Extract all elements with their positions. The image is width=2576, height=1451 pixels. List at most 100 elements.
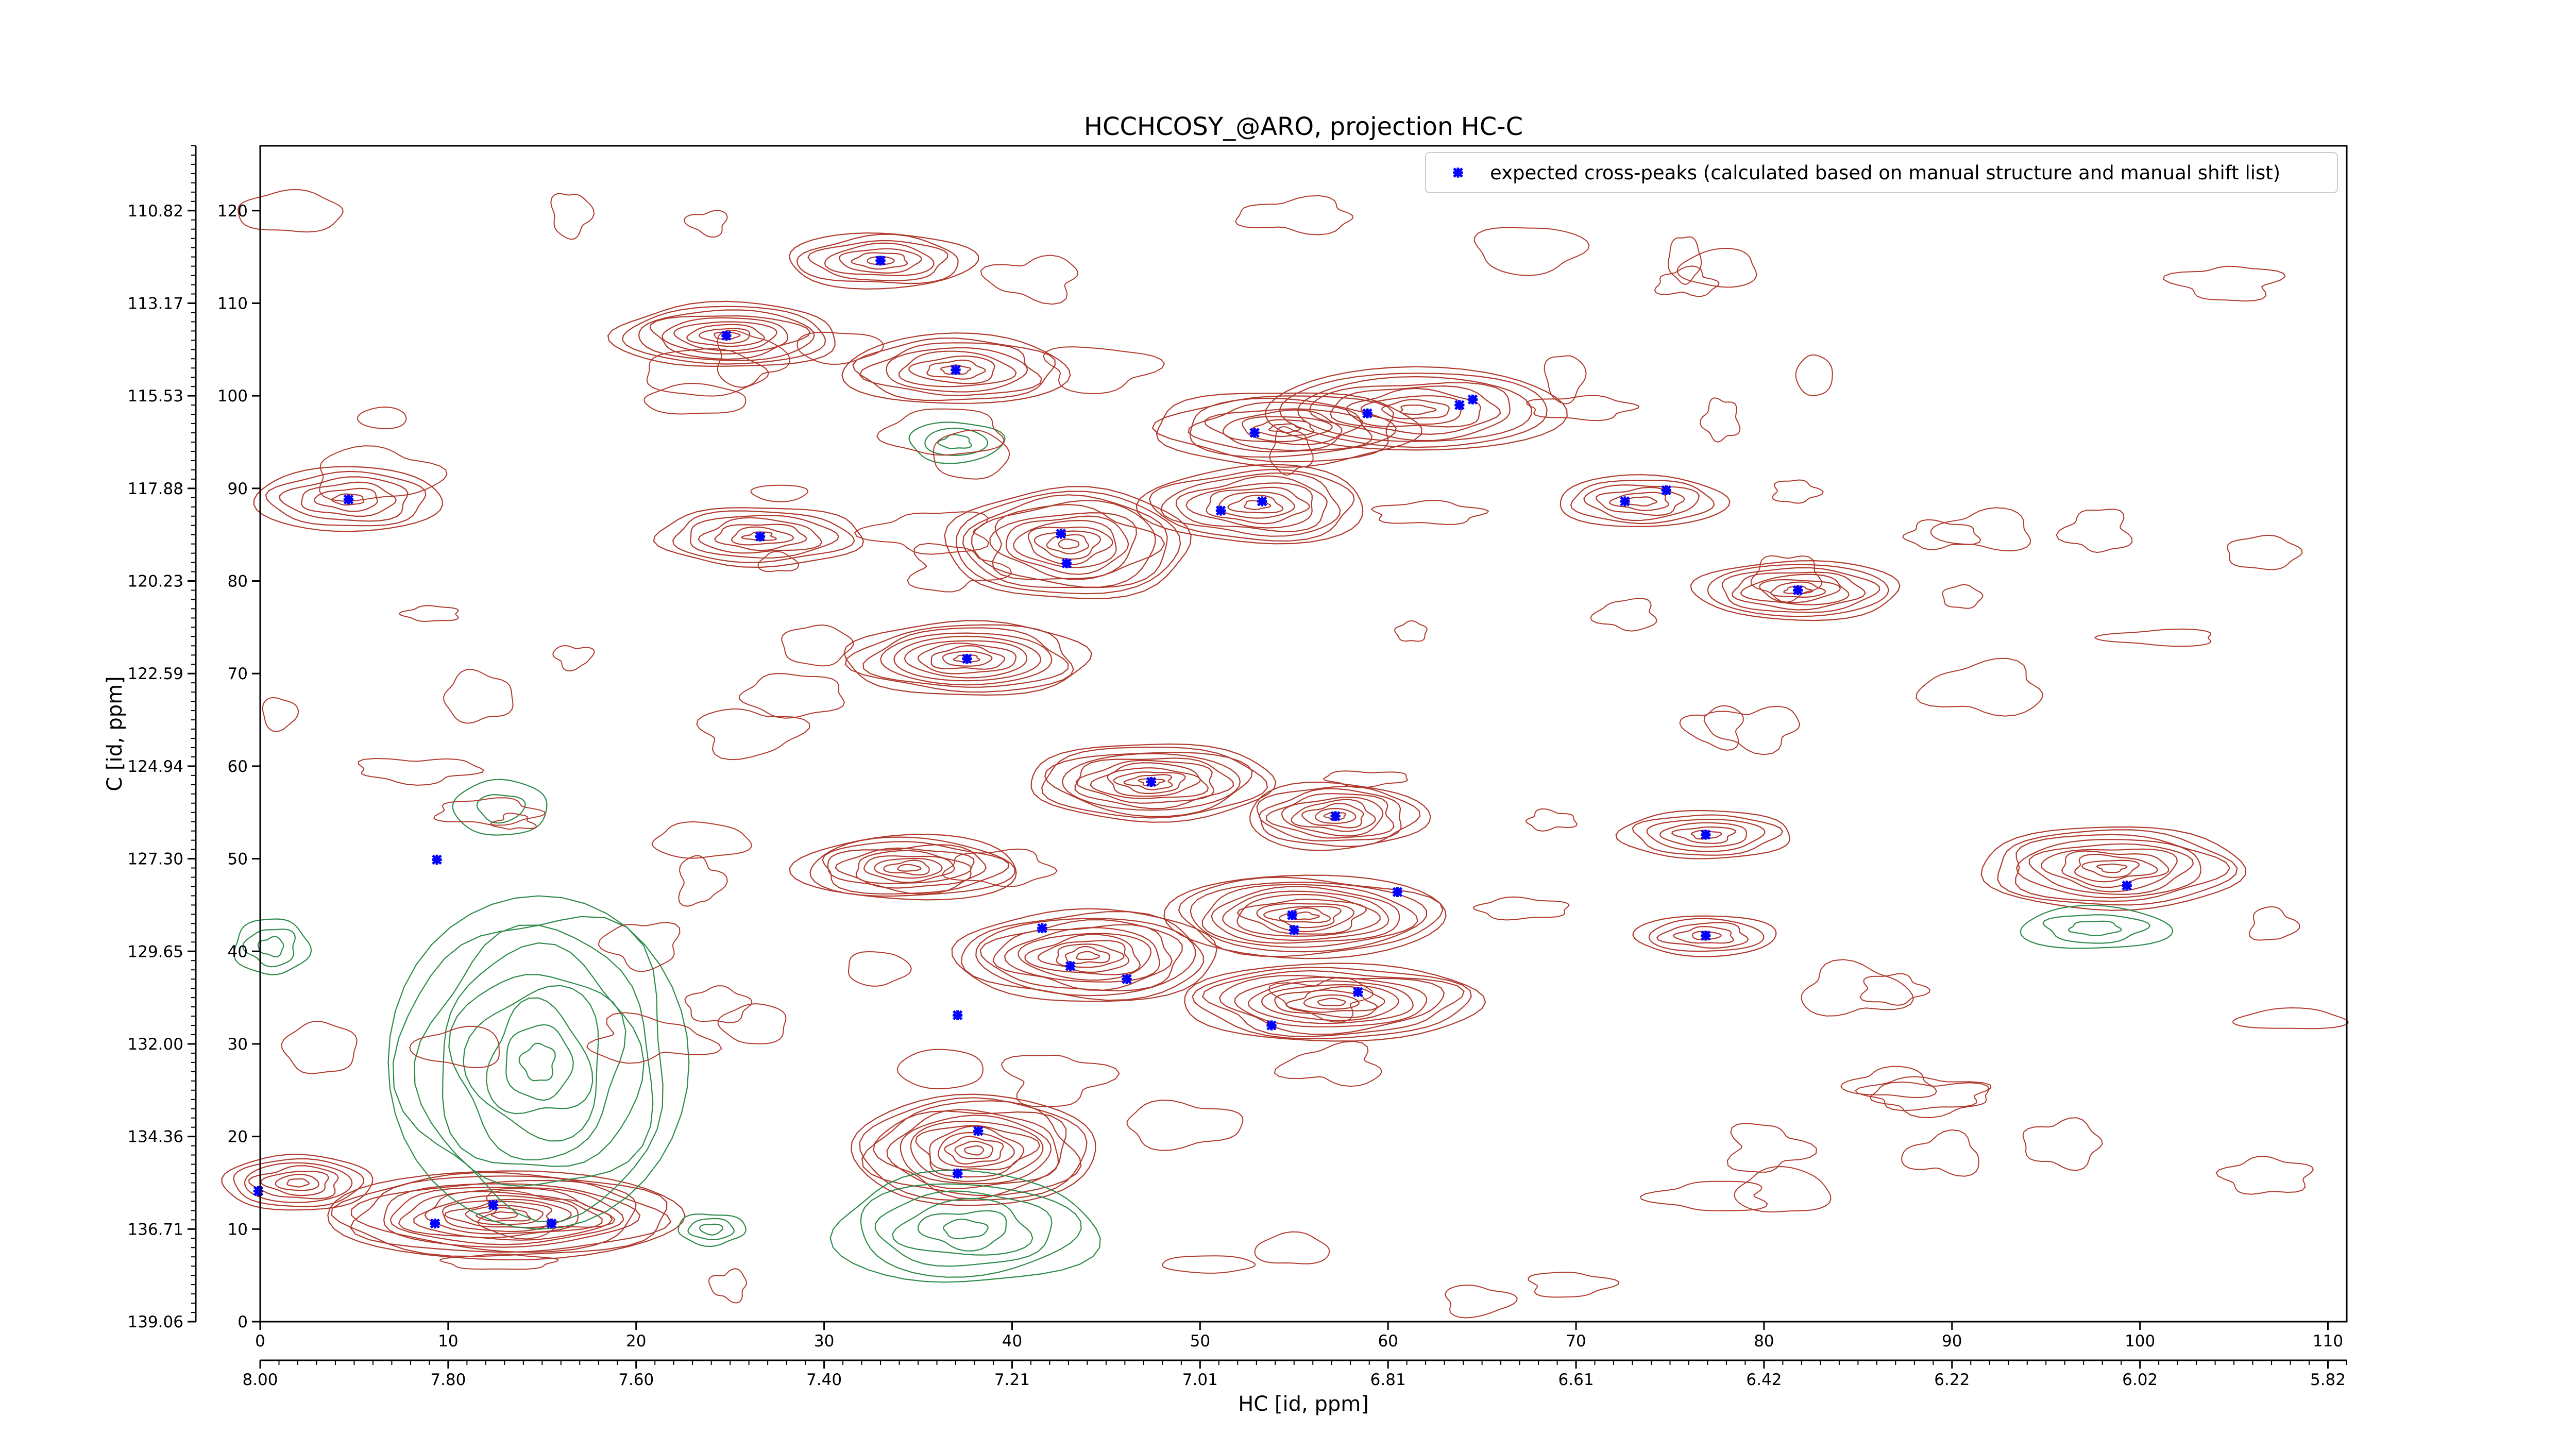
noise-contour [1869,1081,1990,1119]
noise-contour [358,757,484,786]
positive-peak-21-level [2074,853,2159,883]
x-tick-label: 0 [255,1332,265,1351]
positive-peak-6-level [989,512,1137,580]
noise-contour-line [439,1253,559,1270]
noise-contour [848,951,912,987]
noise-contour [1840,1066,1937,1098]
x-tick-label: 40 [1002,1332,1022,1351]
ppm-y-tick-label: 117.88 [128,480,183,498]
noise-contour-line [1699,397,1741,443]
cross-peak-marker-dot [757,533,764,540]
noise-contour-line [848,951,912,987]
plot-frame [259,145,2348,1323]
noise-contour [552,645,595,672]
positive-peak-17-level [1024,934,1141,975]
noise-contour-line [550,193,595,240]
noise-contour-line [1162,1255,1256,1274]
cross-peak-marker-dot [1039,925,1045,932]
positive-peak-14-level [1265,793,1395,839]
ppm-y-tick-label: 122.59 [128,665,183,683]
x-axis-label: HC [id, ppm] [1238,1392,1369,1416]
positive-peak-20-level [1632,915,1777,957]
noise-contour-line [1930,507,2031,552]
noise-contour [1854,1076,1992,1111]
positive-peak-9-level [1188,401,1373,453]
noise-contour-line [1869,1081,1990,1119]
positive-peak-13-level [1770,581,1826,598]
noise-contour-line [398,605,459,622]
cross-peak-marker [952,1010,963,1021]
cross-peak-marker [1037,923,1047,934]
positive-peak-24-level [221,1154,374,1211]
positive-peak-17-level [1018,933,1152,981]
noise-contour [2163,265,2286,302]
ppm-x-tick-label: 6.61 [1558,1371,1594,1389]
noise-contour-line [1234,195,1353,235]
y-tick-label: 10 [228,1220,248,1239]
ppm-x-tick-label: 6.22 [1934,1371,1970,1389]
positive-peak-13-level [1740,573,1850,605]
positive-peak-8-level [1075,760,1215,804]
positive-peak-19-level [789,833,1017,901]
cross-peak-marker [952,1168,963,1179]
noise-contour [1676,247,1757,288]
ppm-x-tick-label: 7.60 [618,1371,654,1389]
positive-peak-19-level [883,859,930,875]
x-tick-label: 70 [1566,1332,1586,1351]
noise-contour-line [1667,236,1702,285]
noise-contour-line [238,189,344,233]
cross-peak-marker [1215,505,1226,516]
ppm-x-tick-label: 5.82 [2310,1371,2346,1389]
noise-contour-line [490,812,537,830]
noise-contour-line [796,331,884,365]
ppm-y-tick-label: 136.71 [128,1220,183,1239]
positive-peak-13-level [1721,567,1880,613]
cross-peak-marker [343,494,354,505]
noise-contour [708,1268,748,1304]
positive-peak-8-level [1044,752,1253,817]
cross-peak-marker-dot [1469,396,1476,403]
cross-peak-marker [1353,987,1363,998]
noise-contour-line [1042,346,1165,394]
negative-peak-1-level [463,985,599,1142]
positive-peak-5-level [714,524,808,551]
cross-peak-marker-dot [954,1012,961,1019]
noise-contour-line [1639,1180,1768,1211]
noise-contour-line [1001,1054,1120,1107]
positive-peak-24-level [233,1158,365,1207]
cross-peak-marker [430,1218,440,1229]
positive-peak-16 [1163,874,1447,959]
positive-peak-2 [607,300,836,367]
positive-peak-22-level [964,1145,985,1156]
positive-peak-11-level [1148,468,1355,542]
positive-peak-13-level [1783,585,1814,595]
cross-peak-marker [1792,585,1803,596]
positive-peak-21-level [2041,848,2178,892]
cross-peak-marker-dot [1394,889,1401,896]
contour-layer [221,189,2349,1319]
noise-contour-line [1901,1129,1979,1177]
cross-peak-marker [962,653,972,664]
positive-peak-6-level [1013,519,1117,568]
positive-peak-20 [1632,915,1777,957]
noise-contour-line [358,757,484,786]
cross-peak-marker [488,1200,499,1210]
positive-peak-8-level [1113,771,1186,794]
positive-peak-24-level [248,1165,339,1200]
positive-peak-11-level [1206,486,1310,525]
negative-peak-5-level [2068,920,2123,937]
negative-peak-2-level [943,1218,989,1240]
noise-contour [1801,959,1914,1017]
noise-contour-line [757,551,799,572]
noise-contour [477,1190,616,1240]
cross-peak-marker-dot [1124,976,1130,983]
cross-peak-marker-dot [723,332,730,339]
positive-peak-18-level [1184,963,1486,1042]
noise-contour-line [1726,1123,1817,1173]
negative-peak-1-level [505,1024,574,1101]
noise-contour-line [684,210,728,238]
noise-contour-line [1654,265,1720,297]
y-tick-label: 120 [217,202,248,221]
noise-contour-line [1323,770,1409,788]
noise-contour [1126,1099,1244,1151]
